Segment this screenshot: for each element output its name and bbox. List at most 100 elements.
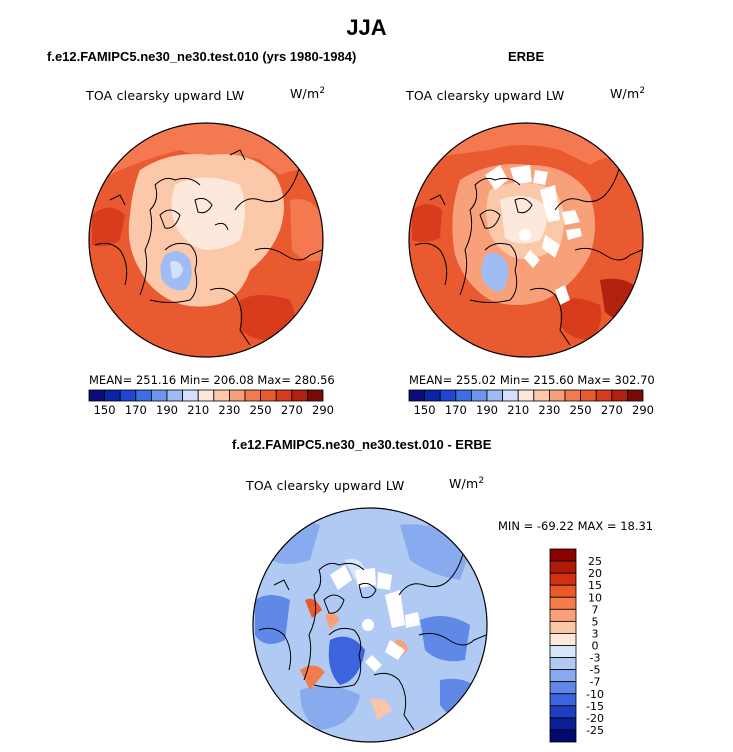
colorbar-model-swatch bbox=[260, 389, 277, 402]
map-model-warm-patch-west bbox=[92, 207, 125, 247]
map-diff-warm-2 bbox=[325, 613, 340, 630]
colorbar-diff-tick-label: -15 bbox=[586, 700, 604, 713]
map-model-polar-cap bbox=[171, 177, 245, 250]
colorbar-model-swatch bbox=[119, 389, 137, 402]
colorbar-diff-swatch bbox=[549, 633, 577, 646]
colorbar-model-swatch bbox=[291, 389, 308, 402]
colorbar-model-swatch bbox=[182, 389, 199, 402]
colorbar-obs-tick-label: 210 bbox=[507, 403, 529, 417]
map-model-border bbox=[88, 122, 324, 358]
colorbar-diff-swatch bbox=[549, 705, 577, 719]
colorbar-model-swatch bbox=[166, 389, 184, 402]
map-obs bbox=[408, 122, 644, 358]
map-diff-border bbox=[252, 507, 488, 743]
colorbar-model-swatch bbox=[104, 389, 121, 402]
colorbar-diff-swatch bbox=[549, 669, 577, 683]
colorbar-diff-tick-label: 20 bbox=[588, 567, 602, 580]
panel-diff-stats: MIN = -69.22 MAX = 18.31 bbox=[498, 519, 654, 533]
colorbar-obs: 150 170 190 210 230 250 270 290 bbox=[408, 389, 654, 417]
panel-obs-title: ERBE bbox=[508, 49, 545, 64]
map-model-coastlines bbox=[94, 134, 323, 346]
colorbar-obs-tick-label: 170 bbox=[445, 403, 467, 417]
map-diff bbox=[252, 507, 488, 743]
colorbar-model-tick-label: 150 bbox=[94, 403, 116, 417]
map-obs-missing-data bbox=[485, 165, 582, 305]
map-diff-patch-5 bbox=[420, 616, 470, 662]
panel-obs-stats: MEAN= 255.02 Min= 215.60 Max= 302.70 bbox=[409, 373, 655, 387]
colorbar-obs-tick-label: 250 bbox=[570, 403, 592, 417]
map-diff-missing-data bbox=[330, 565, 420, 672]
colorbar-obs-swatch bbox=[470, 389, 488, 402]
map-diff-patch-4 bbox=[328, 636, 365, 685]
colorbar-model-swatch bbox=[150, 389, 168, 402]
map-diff-warm-6 bbox=[415, 728, 435, 742]
colorbar-obs-swatch bbox=[627, 389, 644, 402]
colorbar-diff-tick-label: 25 bbox=[588, 555, 602, 568]
colorbar-diff-swatch bbox=[549, 645, 577, 658]
colorbar-obs-tick-label: 230 bbox=[538, 403, 560, 417]
map-obs-warm-patch-west bbox=[412, 204, 442, 243]
map-diff-coastlines bbox=[258, 519, 487, 731]
colorbar-diff-tick-label: 10 bbox=[588, 591, 602, 604]
map-obs-polar-cap bbox=[500, 196, 547, 244]
colorbar-model-tick-label: 250 bbox=[250, 403, 272, 417]
colorbar-diff-swatch bbox=[549, 608, 577, 622]
colorbar-diff-swatch bbox=[549, 560, 577, 574]
colorbar-model-swatch bbox=[228, 389, 246, 402]
map-diff-patch-6 bbox=[300, 686, 360, 730]
colorbar-diff-tick-label: 7 bbox=[592, 603, 599, 616]
panel-diff-units: W/m2 bbox=[449, 476, 484, 491]
colorbar-diff-tick-label: -7 bbox=[590, 676, 601, 689]
colorbar-diff-tick-label: -5 bbox=[590, 664, 601, 677]
units-text: W/m bbox=[449, 476, 479, 492]
map-model-east-band bbox=[290, 199, 322, 262]
colorbar-diff-swatch bbox=[549, 572, 577, 586]
units-exponent: 2 bbox=[478, 476, 485, 486]
map-obs-warm-patch-south bbox=[560, 298, 602, 340]
colorbar-diff-swatch bbox=[549, 548, 577, 562]
panel-diff-variable: TOA clearsky upward LW bbox=[246, 478, 405, 493]
colorbar-diff-swatch bbox=[549, 584, 577, 598]
colorbar-model-tick-label: 270 bbox=[281, 403, 303, 417]
colorbar-obs-swatch bbox=[424, 389, 441, 402]
units-text: W/m bbox=[290, 86, 320, 102]
colorbar-model-swatch bbox=[275, 389, 293, 402]
colorbar-model-swatch bbox=[197, 389, 215, 402]
colorbar-obs-swatch bbox=[408, 389, 426, 402]
map-model-greenland-core bbox=[170, 261, 183, 279]
colorbar-obs-swatch bbox=[439, 389, 457, 402]
colorbar-obs-swatch bbox=[455, 389, 472, 402]
colorbar-diff-swatch bbox=[549, 681, 577, 695]
colorbar-model-swatch bbox=[306, 389, 324, 402]
colorbar-obs-swatch bbox=[595, 389, 613, 402]
map-diff-warm-1 bbox=[305, 598, 322, 618]
map-obs-coastlines bbox=[414, 134, 643, 346]
map-obs-border bbox=[408, 122, 644, 358]
colorbar-diff-tick-label: -25 bbox=[586, 724, 604, 737]
colorbar-obs-swatch bbox=[549, 389, 566, 402]
map-model-warm-patch bbox=[240, 295, 295, 342]
panel-diff-title: f.e12.FAMIPC5.ne30_ne30.test.010 - ERBE bbox=[232, 437, 492, 452]
colorbar-diff-tick-label: 3 bbox=[592, 627, 599, 640]
colorbar-model-swatch bbox=[244, 389, 262, 402]
colorbar-model-tick-label: 170 bbox=[125, 403, 147, 417]
colorbar-diff-tick-label: 5 bbox=[592, 615, 599, 628]
main-title: JJA bbox=[346, 15, 387, 40]
colorbar-diff-tick-label: 15 bbox=[588, 579, 602, 592]
colorbar-obs-swatch bbox=[564, 389, 582, 402]
colorbar-diff-swatch bbox=[549, 657, 577, 671]
colorbar-diff-swatch bbox=[549, 729, 577, 743]
colorbar-diff-swatch bbox=[549, 717, 577, 731]
colorbar-diff-swatch bbox=[549, 620, 577, 634]
panel-model-units: W/m2 bbox=[290, 86, 325, 101]
colorbar-model-tick-label: 190 bbox=[156, 403, 178, 417]
colorbar-model-tick-label: 230 bbox=[218, 403, 240, 417]
colorbar-obs-tick-label: 150 bbox=[414, 403, 436, 417]
colorbar-model: 150 170 190 210 230 250 270 290 bbox=[88, 389, 334, 417]
map-diff-warm-3 bbox=[300, 665, 325, 690]
colorbar-model-tick-label: 210 bbox=[187, 403, 209, 417]
panel-obs-variable: TOA clearsky upward LW bbox=[406, 88, 565, 103]
colorbar-diff-tick-label: -10 bbox=[586, 688, 604, 701]
